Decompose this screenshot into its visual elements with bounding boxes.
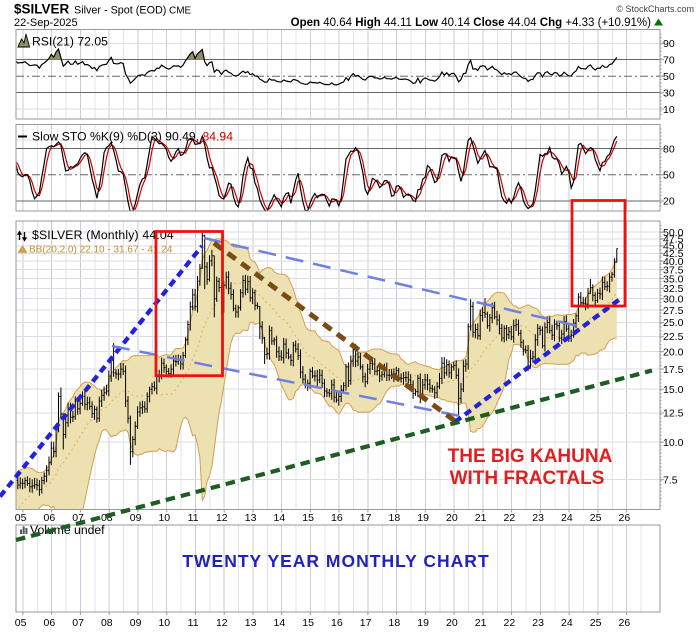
svg-text:20: 20 [446,512,458,524]
svg-text:20: 20 [663,196,675,208]
svg-text:30: 30 [663,87,675,99]
svg-text:22: 22 [504,512,516,524]
svg-text:16: 16 [331,617,343,629]
svg-text:70: 70 [663,54,675,66]
svg-text:30.0: 30.0 [663,293,684,305]
svg-text:15: 15 [302,512,314,524]
svg-text:09: 09 [130,512,142,524]
svg-text:12: 12 [216,617,228,629]
svg-text:22.5: 22.5 [663,331,684,343]
svg-text:WITH FRACTALS: WITH FRACTALS [450,468,605,489]
svg-text:25: 25 [590,617,602,629]
svg-text:25.0: 25.0 [663,317,684,329]
svg-text:42.5: 42.5 [663,248,684,260]
svg-text:80: 80 [663,143,675,155]
svg-text:19: 19 [417,617,429,629]
svg-text:50: 50 [663,71,675,83]
svg-text:32.5: 32.5 [663,283,684,295]
svg-text:© StockCharts.com: © StockCharts.com [616,4,694,14]
svg-text:18: 18 [389,617,401,629]
svg-text:45.0: 45.0 [663,241,684,253]
svg-text:10.0: 10.0 [663,437,684,449]
svg-text:15: 15 [302,617,314,629]
svg-text:37.5: 37.5 [663,264,684,276]
svg-text:40.0: 40.0 [663,256,684,268]
svg-text:26: 26 [619,617,631,629]
svg-text:90: 90 [663,38,675,50]
svg-text:11: 11 [188,512,199,524]
svg-text:21: 21 [475,617,487,629]
svg-text:Silver - Spot (EOD): Silver - Spot (EOD) [74,5,166,17]
svg-text:20.0: 20.0 [663,346,684,358]
svg-text:47.5: 47.5 [663,234,684,246]
svg-text:50: 50 [663,170,675,182]
svg-text:07: 07 [72,617,84,629]
svg-text:17.5: 17.5 [663,364,684,376]
svg-text:13: 13 [245,512,257,524]
svg-text:08: 08 [101,617,113,629]
svg-text:24: 24 [561,617,573,629]
svg-text:50.0: 50.0 [663,227,684,239]
svg-text:19: 19 [417,512,429,524]
svg-text:$SILVER: $SILVER [14,2,70,17]
svg-text:Slow STO %K(9) %D(3) 90.49, 84: Slow STO %K(9) %D(3) 90.49, 84.94 [32,130,233,144]
svg-text:12.5: 12.5 [663,408,684,420]
svg-text:23: 23 [532,617,544,629]
svg-text:17: 17 [360,512,372,524]
svg-text:23: 23 [532,512,544,524]
svg-text:22: 22 [504,617,516,629]
svg-text:35.0: 35.0 [663,273,684,285]
svg-text:25: 25 [590,512,602,524]
svg-text:10: 10 [158,617,170,629]
svg-text:05: 05 [15,617,27,629]
svg-text:27.5: 27.5 [663,305,684,317]
svg-text:10: 10 [663,104,675,116]
svg-text:20: 20 [446,617,458,629]
svg-text:CME: CME [169,6,192,17]
svg-text:18: 18 [389,512,401,524]
svg-text:06: 06 [44,512,56,524]
svg-text:THE BIG KAHUNA: THE BIG KAHUNA [448,446,613,467]
svg-text:22-Sep-2025: 22-Sep-2025 [14,17,78,29]
svg-text:16: 16 [331,512,343,524]
svg-text:17: 17 [360,617,372,629]
svg-text:21: 21 [475,512,487,524]
svg-text:09: 09 [130,617,142,629]
svg-text:11: 11 [188,617,199,629]
svg-text:14: 14 [274,617,286,629]
svg-text:12: 12 [216,512,228,524]
svg-text:Open 40.64 High 44.11 Low 40.1: Open 40.64 High 44.11 Low 40.14 Close 44… [291,17,652,29]
svg-text:05: 05 [15,512,27,524]
svg-text:BB(20,2.0) 22.10 - 31.67 - 41.: BB(20,2.0) 22.10 - 31.67 - 41.24 [29,245,173,256]
svg-text:24: 24 [561,512,573,524]
svg-text:10: 10 [158,512,170,524]
svg-text:07: 07 [72,512,84,524]
svg-text:26: 26 [619,512,631,524]
svg-text:06: 06 [44,617,56,629]
svg-text:Volume undef: Volume undef [30,523,105,537]
svg-text:TWENTY YEAR MONTHLY CHART: TWENTY YEAR MONTHLY CHART [182,551,489,571]
svg-text:08: 08 [101,512,113,524]
svg-text:RSI(21) 72.05: RSI(21) 72.05 [32,35,108,49]
svg-text:15.0: 15.0 [663,384,684,396]
svg-text:13: 13 [245,617,257,629]
svg-text:$SILVER (Monthly) 44.04: $SILVER (Monthly) 44.04 [32,228,174,242]
svg-text:14: 14 [274,512,286,524]
svg-text:7.5: 7.5 [663,474,678,486]
